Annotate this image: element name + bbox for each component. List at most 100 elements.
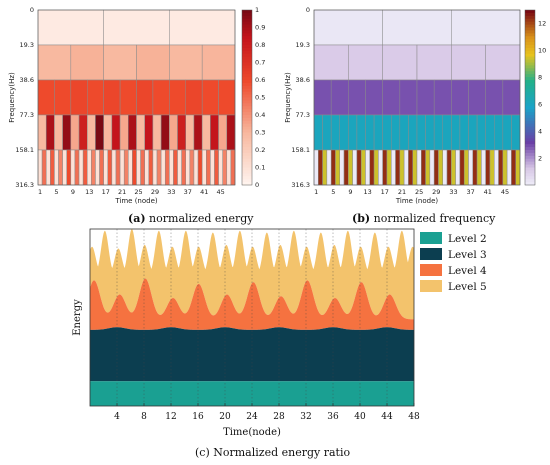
heatmap-cell — [177, 149, 182, 186]
colorbar-segment — [525, 10, 535, 14]
colorbar-segment — [525, 182, 535, 186]
heatmap-cell — [442, 149, 448, 186]
heatmap-cell — [107, 149, 113, 186]
colorbar-segment — [525, 97, 535, 101]
heatmap-cell — [459, 114, 469, 151]
colorbar-segment — [525, 132, 535, 136]
heatmap-cell — [421, 149, 426, 186]
x-tick-label: 25 — [134, 188, 142, 196]
y-tick-label: 38.6 — [296, 76, 310, 84]
heatmap-cell — [119, 114, 129, 151]
heatmap-cell — [348, 114, 358, 151]
heatmap-cell — [416, 44, 452, 81]
heatmap-cell — [378, 149, 383, 186]
x-tick-label: 29 — [432, 188, 440, 196]
heatmap-cell — [451, 114, 461, 151]
colorbar-segment — [525, 144, 535, 148]
x-tick-label: 28 — [273, 412, 285, 422]
heatmap-cell — [433, 114, 443, 151]
x-tick-label: 37 — [467, 188, 475, 196]
y-tick-label: 158.1 — [291, 146, 310, 154]
heatmap-cell — [416, 79, 435, 116]
heatmap-cell — [429, 149, 435, 186]
x-tick-label: 9 — [71, 188, 75, 196]
heatmap-cell — [37, 9, 104, 46]
heatmap-cell — [438, 149, 444, 186]
colorbar-segment — [525, 94, 535, 98]
heatmap-cell — [144, 114, 154, 151]
heatmap-cell — [515, 149, 521, 186]
heatmap-cell — [408, 149, 413, 186]
heatmap-cell — [360, 149, 366, 186]
colorbar-segment — [525, 164, 535, 168]
heatmap-cell — [111, 149, 117, 186]
colorbar-frame — [524, 9, 536, 186]
colorbar-tick-label: 0.2 — [255, 146, 265, 154]
heatmap-cell — [111, 114, 121, 151]
heatmap-cell — [485, 149, 491, 186]
heatmap-cell — [78, 114, 88, 151]
heatmap-cell — [502, 79, 521, 116]
colorbar-segment — [242, 88, 252, 93]
colorbar-segment — [242, 62, 252, 66]
heatmap-cell — [356, 114, 366, 151]
colorbar-segment — [525, 62, 535, 66]
heatmap-cell — [103, 79, 121, 116]
heatmap-cell — [230, 149, 236, 186]
heatmap-cell — [313, 114, 323, 151]
x-tick-label: 41 — [200, 188, 208, 196]
colorbar-segment — [525, 103, 535, 107]
heatmap-cell — [87, 79, 104, 116]
heatmap-cell — [99, 149, 104, 186]
colorbar-segment — [525, 30, 535, 34]
heatmap-cell — [386, 149, 392, 186]
colorbar-segment — [525, 155, 535, 160]
heatmap-cell — [70, 114, 80, 151]
x-tick-label: 44 — [381, 412, 393, 422]
heatmap-cell — [152, 114, 162, 151]
heatmap-cell — [103, 149, 109, 186]
x-tick-label: 33 — [449, 188, 457, 196]
heatmap-cell — [201, 79, 219, 116]
x-axis-label: Time (node) — [114, 197, 158, 205]
heatmap-cell — [348, 149, 353, 186]
heatmap-cell — [169, 44, 203, 81]
colorbar-segment — [525, 80, 535, 84]
heatmap-cell — [485, 114, 495, 151]
heatmap-cell — [399, 149, 405, 186]
heatmap-cell — [136, 114, 145, 151]
heatmap-cell — [119, 79, 137, 116]
colorbar-tick-label: 8 — [538, 74, 542, 82]
heatmap-cell — [365, 114, 375, 151]
area-level-3 — [90, 327, 414, 382]
heatmap-cell — [313, 9, 383, 46]
heatmap-cell — [425, 114, 435, 151]
heatmap-cell — [193, 114, 203, 151]
heatmap-cell — [330, 149, 336, 186]
colorbar-segment — [525, 173, 535, 177]
colorbar-segment — [525, 179, 535, 183]
colorbar-segment — [525, 106, 535, 110]
heatmap-cell — [313, 44, 349, 81]
colorbar-segment — [525, 24, 535, 28]
x-tick-label: 33 — [167, 188, 175, 196]
heatmap-cell — [136, 79, 154, 116]
colorbar-segment — [525, 141, 535, 145]
colorbar-segment — [525, 21, 535, 25]
colorbar-segment — [525, 150, 535, 154]
heatmap-cell — [382, 149, 388, 186]
colorbar-segment — [242, 106, 252, 110]
x-tick-label: 9 — [348, 188, 352, 196]
colorbar-segment — [525, 56, 535, 60]
heatmap-cell — [502, 149, 508, 186]
heatmap-cell — [476, 149, 482, 186]
colorbar-segment — [525, 138, 535, 142]
heatmap-cell — [206, 149, 211, 186]
heatmap-cell — [210, 149, 215, 186]
x-tick-label: 5 — [54, 188, 58, 196]
colorbar-segment — [242, 100, 252, 104]
heatmap-cell — [226, 114, 236, 151]
colorbar-segment — [525, 65, 535, 69]
heatmap-cell — [70, 44, 104, 81]
heatmap-cell — [348, 79, 366, 116]
